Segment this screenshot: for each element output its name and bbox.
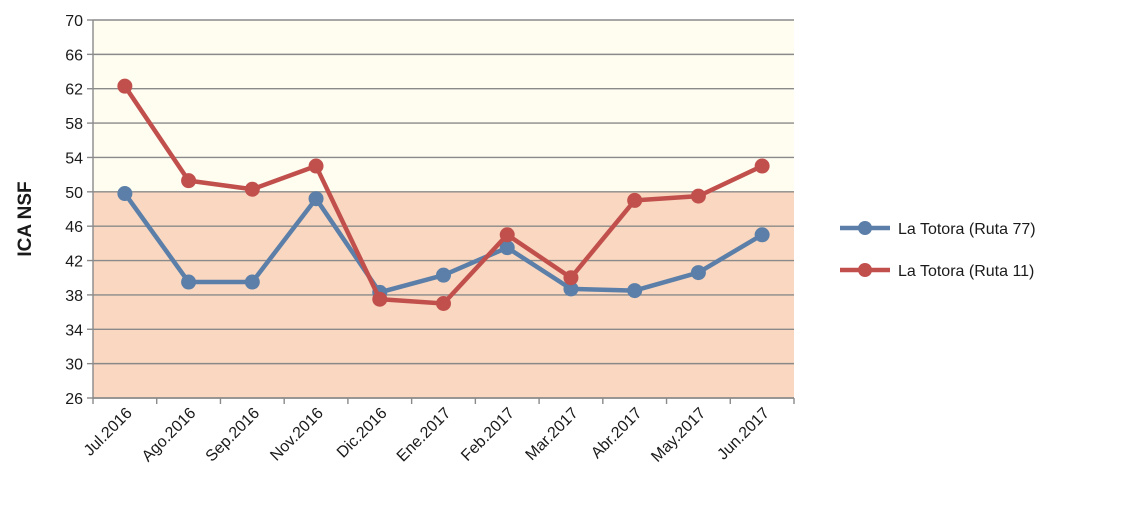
data-point-0-3 — [308, 191, 324, 207]
legend: La Totora (Ruta 77) La Totora (Ruta 11) — [840, 221, 1036, 280]
data-point-1-2 — [244, 181, 260, 197]
data-point-0-0 — [117, 186, 133, 202]
data-point-1-7 — [563, 270, 579, 286]
y-axis-label: ICA NSF — [15, 181, 36, 256]
gridlines — [87, 19, 794, 399]
x-tick-label-10: Jun.2017 — [714, 405, 773, 464]
data-point-1-9 — [690, 188, 706, 204]
y-tick-label-34: 34 — [65, 322, 83, 339]
x-tick-label-8: Abr.2017 — [588, 405, 645, 462]
data-point-0-9 — [690, 265, 706, 281]
y-tick-label-54: 54 — [65, 150, 83, 167]
y-tick-label-66: 66 — [65, 47, 83, 64]
y-tick-label-62: 62 — [65, 82, 83, 99]
y-tick-label-70: 70 — [65, 13, 83, 30]
y-tick-labels: 26 30 34 38 42 46 50 54 58 62 66 70 — [65, 13, 83, 408]
data-point-1-3 — [308, 158, 324, 174]
x-tick-label-1: Ago.2016 — [139, 405, 200, 466]
data-point-1-5 — [436, 296, 451, 311]
data-point-0-8 — [627, 283, 643, 299]
data-point-0-1 — [181, 274, 197, 290]
axes — [92, 20, 795, 404]
x-tick-labels: Jul.2016 Ago.2016 Sep.2016 Nov.2016 Dic.2016… — [81, 405, 773, 466]
data-point-0-6 — [499, 240, 515, 256]
y-tick-label-58: 58 — [65, 116, 83, 133]
data-point-0-10 — [754, 227, 770, 243]
y-tick-label-46: 46 — [65, 219, 83, 236]
y-tick-label-30: 30 — [65, 357, 83, 374]
y-tick-label-42: 42 — [65, 254, 83, 271]
series-0 — [117, 186, 770, 300]
series-1 — [117, 78, 770, 311]
y-tick-label-26: 26 — [65, 391, 83, 408]
legend-label-1: La Totora (Ruta 11) — [898, 263, 1034, 280]
x-tick-label-3: Nov.2016 — [267, 405, 327, 465]
legend-item-0: La Totora (Ruta 77) — [840, 221, 1036, 238]
x-tick-label-7: Mar.2017 — [523, 405, 582, 464]
x-tick-label-4: Dic.2016 — [334, 405, 391, 462]
legend-item-1: La Totora (Ruta 11) — [840, 263, 1034, 280]
x-tick-label-6: Feb.2017 — [458, 405, 518, 465]
legend-swatch-marker-1 — [858, 263, 872, 277]
background-band-1 — [93, 20, 794, 192]
data-point-1-6 — [499, 227, 515, 243]
legend-swatch-marker-0 — [858, 221, 872, 235]
data-point-0-7 — [563, 281, 579, 297]
data-point-1-4 — [372, 291, 388, 307]
y-tick-label-38: 38 — [65, 288, 83, 305]
x-tick-label-2: Sep.2016 — [203, 405, 264, 466]
x-tick-label-0: Jul.2016 — [81, 405, 136, 460]
data-point-0-2 — [244, 274, 260, 290]
data-point-1-8 — [627, 192, 643, 208]
y-tick-label-50: 50 — [65, 185, 83, 202]
data-point-1-1 — [181, 173, 197, 189]
x-tick-label-9: May.2017 — [648, 405, 709, 466]
legend-label-0: La Totora (Ruta 77) — [898, 221, 1036, 238]
data-point-1-0 — [117, 78, 133, 94]
series-group — [117, 78, 770, 311]
background-bands — [93, 20, 794, 398]
data-point-1-10 — [754, 158, 770, 174]
data-point-0-5 — [436, 267, 451, 283]
x-tick-label-5: Ene.2017 — [394, 405, 455, 466]
